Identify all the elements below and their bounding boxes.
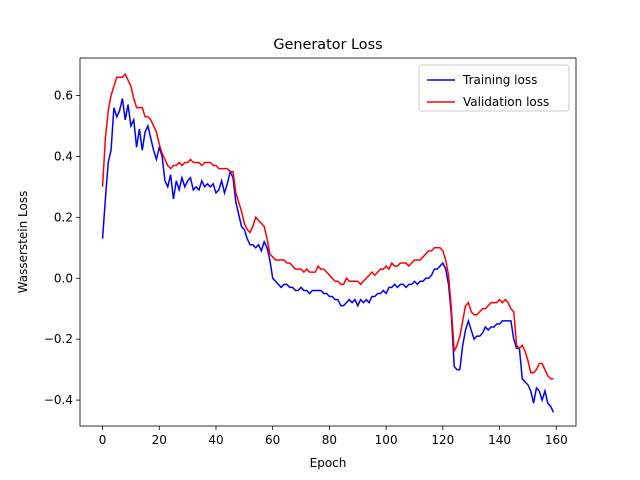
y-tick-label: 0.6 xyxy=(54,88,73,102)
x-tick-label: 160 xyxy=(545,433,568,447)
x-tick-label: 0 xyxy=(99,433,107,447)
x-tick-label: 140 xyxy=(488,433,511,447)
y-tick-label: −0.2 xyxy=(44,332,73,346)
y-tick-label: 0.0 xyxy=(54,271,73,285)
x-axis-label: Epoch xyxy=(310,456,347,470)
y-tick-label: 0.2 xyxy=(54,210,73,224)
chart-title: Generator Loss xyxy=(273,37,382,53)
x-tick-label: 120 xyxy=(431,433,454,447)
legend-box xyxy=(418,64,570,112)
line xyxy=(101,72,554,380)
y-tick-label: −0.4 xyxy=(44,393,73,407)
y-axis-label: Wasserstein Loss xyxy=(16,191,30,294)
x-tick-label: 80 xyxy=(322,433,337,447)
x-tick-label: 60 xyxy=(265,433,280,447)
x-tick-label: 100 xyxy=(375,433,398,447)
x-tick-label: 20 xyxy=(152,433,167,447)
x-tick-label: 40 xyxy=(208,433,223,447)
axes-frame xyxy=(79,57,577,427)
legend-label: Validation loss xyxy=(463,95,549,109)
legend-label: Training loss xyxy=(462,73,537,87)
y-tick-label: 0.4 xyxy=(54,149,73,163)
line xyxy=(101,98,555,413)
